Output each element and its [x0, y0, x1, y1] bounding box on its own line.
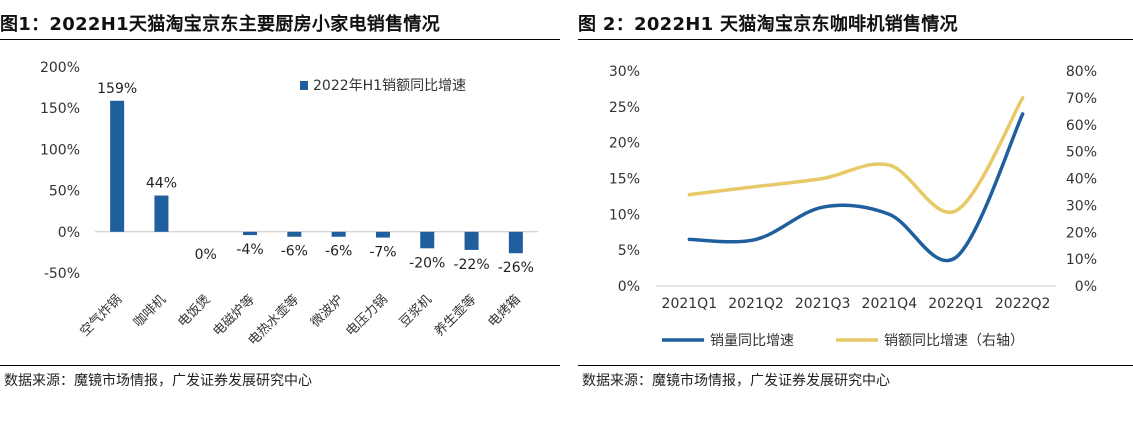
category-label: 电烤箱: [485, 292, 524, 331]
bar-data-label: 44%: [146, 176, 177, 192]
category-label: 豆浆机: [397, 292, 435, 330]
right-y-tick-label: 70%: [1066, 91, 1097, 107]
legend-swatch: [300, 81, 308, 90]
x-tick-label: 2022Q2: [995, 296, 1051, 312]
right-y-tick-label: 50%: [1066, 145, 1097, 161]
bar-data-label: -7%: [369, 245, 396, 261]
bar: [110, 100, 125, 232]
figure-2-source: 数据来源：魔镜市场情报，广发证券发展研究中心: [582, 373, 890, 389]
category-label: 空气炸锅: [77, 292, 125, 340]
y-tick-label: 150%: [40, 101, 80, 117]
bar: [375, 231, 390, 238]
right-y-tick-label: 10%: [1066, 252, 1097, 268]
figure-1-title: 图1：2022H1天猫淘宝京东主要厨房小家电销售情况: [0, 14, 441, 35]
y-tick-label: 100%: [40, 142, 80, 158]
bar-data-label: -6%: [325, 244, 352, 260]
bar-data-label: 159%: [97, 81, 137, 97]
right-y-tick-label: 60%: [1066, 118, 1097, 134]
sales-volume-growth-line: [687, 112, 1025, 263]
figure-2-title: 图 2：2022H1 天猫淘宝京东咖啡机销售情况: [578, 14, 958, 35]
bar-data-label: -6%: [281, 244, 308, 260]
bar-data-label: 0%: [195, 247, 217, 263]
category-label: 电饭煲: [175, 292, 214, 331]
category-label: 微波炉: [308, 292, 346, 330]
line-chart: 0% 5% 10% 15% 20% 25% 30% 0% 10% 20% 30% 40% 50% 60% 7…: [609, 64, 1097, 349]
left-y-tick-label: 5%: [618, 243, 640, 259]
category-label: 养生壶等: [431, 292, 479, 340]
figure-1-source: 数据来源：魔镜市场情报，广发证券发展研究中心: [4, 373, 312, 389]
bar-data-label: -26%: [498, 260, 534, 276]
bar-chart: -50% 0% 50% 100% 150% 200% 159% 空气炸锅 44% 咖啡机 0% 电饭煲…: [40, 60, 538, 349]
bar: [287, 231, 302, 237]
left-y-tick-label: 10%: [609, 207, 640, 223]
legend-label: 销额同比增速（右轴）: [884, 333, 1024, 349]
bar: [420, 231, 435, 249]
x-tick-label: 2021Q1: [662, 296, 718, 312]
right-y-tick-label: 20%: [1066, 225, 1097, 241]
y-tick-label: 50%: [49, 184, 80, 200]
y-tick-label: 200%: [40, 60, 80, 76]
legend-label: 销量同比增速: [710, 333, 794, 349]
figure-2-top-rule: [578, 39, 1133, 40]
right-y-tick-label: 40%: [1066, 172, 1097, 188]
left-y-tick-label: 20%: [609, 136, 640, 152]
bar: [331, 231, 346, 237]
bar: [154, 195, 169, 232]
x-tick-label: 2021Q3: [795, 296, 851, 312]
x-tick-label: 2021Q4: [862, 296, 918, 312]
left-y-tick-label: 15%: [609, 172, 640, 188]
legend-label: 2022年H1销额同比增速: [313, 78, 466, 94]
figure-1-panel: 图1：2022H1天猫淘宝京东主要厨房小家电销售情况 -50% 0% 50% 100%…: [0, 0, 560, 421]
x-tick-label: 2021Q2: [728, 296, 784, 312]
bar-data-label: -22%: [453, 257, 489, 273]
bar: [464, 231, 479, 250]
left-y-tick-label: 25%: [609, 100, 640, 116]
y-tick-label: -50%: [44, 266, 80, 282]
figure-2-panel: 图 2：2022H1 天猫淘宝京东咖啡机销售情况 0% 5% 10% 15% 20% 25…: [578, 0, 1133, 421]
bar-data-label: -4%: [236, 242, 263, 258]
bar: [508, 231, 523, 254]
bar: [243, 231, 258, 236]
figure-1-top-rule: [0, 39, 560, 40]
right-y-tick-label: 80%: [1066, 64, 1097, 80]
y-tick-label: 0%: [58, 225, 80, 241]
figure-1-bottom-rule: [0, 365, 560, 366]
sales-value-growth-line: [687, 96, 1025, 215]
figure-2-bottom-rule: [578, 365, 1133, 366]
category-label: 咖啡机: [131, 292, 169, 330]
category-label: 电压力锅: [343, 292, 391, 340]
left-y-tick-label: 0%: [618, 279, 640, 295]
right-y-tick-label: 30%: [1066, 198, 1097, 214]
left-y-tick-label: 30%: [609, 64, 640, 80]
right-y-tick-label: 0%: [1075, 279, 1097, 295]
x-tick-label: 2022Q1: [928, 296, 984, 312]
bar-data-label: -20%: [409, 255, 445, 271]
